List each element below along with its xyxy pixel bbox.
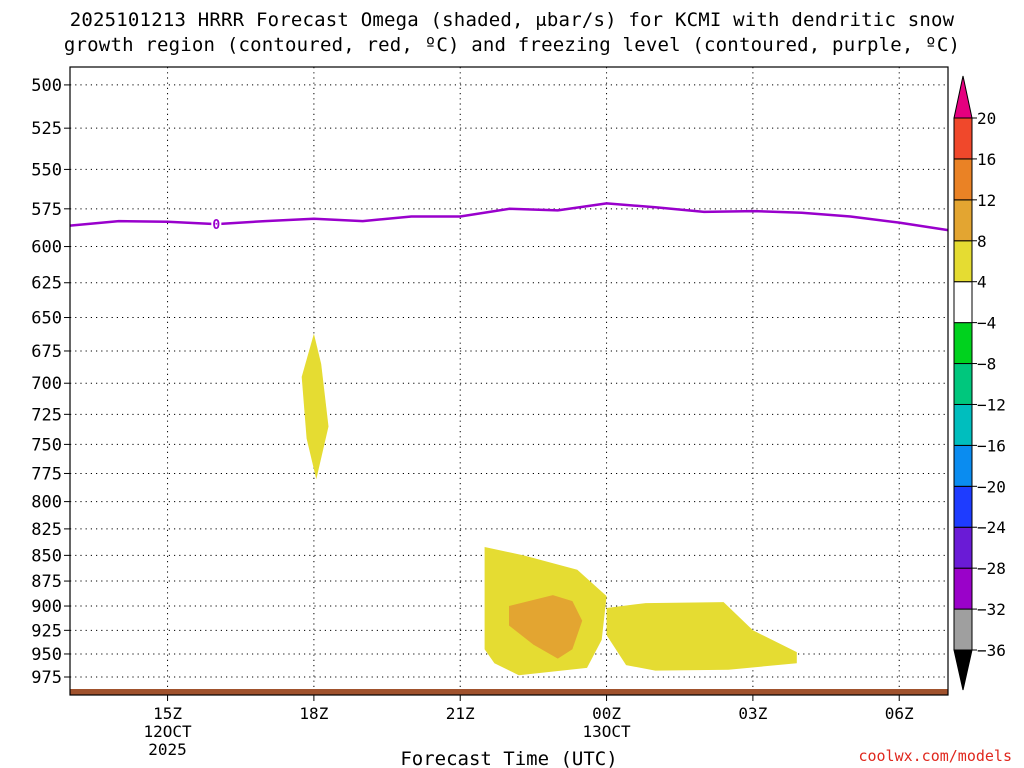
freezing-level-label-bg (211, 217, 222, 232)
y-tick-label-975: 975 (31, 668, 62, 688)
y-tick-label-725: 725 (31, 405, 62, 425)
colorbar-bin-9 (953, 281, 973, 324)
colorbar-label-5: −16 (977, 436, 1006, 455)
colorbar-label-10: 8 (977, 232, 987, 251)
colorbar-label-0: −36 (977, 641, 1006, 660)
x-tick-label-21Z: 21Z (446, 704, 475, 723)
y-tick-label-550: 550 (31, 160, 62, 180)
colorbar-label-1: −32 (977, 600, 1006, 619)
colorbar-bin-2 (953, 567, 973, 610)
freezing-level-contour: 0 (69, 202, 949, 233)
y-tick-label-675: 675 (31, 342, 62, 362)
x-tick-label-03Z: 03Z (738, 704, 767, 723)
credit-text[interactable]: coolwx.com/models (858, 747, 1012, 765)
colorbar-label-4: −20 (977, 477, 1006, 496)
x-tick-date-00Z: 13OCT (582, 722, 631, 741)
chart-title-line-2: growth region (contoured, red, ºC) and f… (63, 34, 961, 56)
colorbar-bin-10 (953, 240, 973, 283)
x-tick-label-06Z: 06Z (885, 704, 914, 723)
y-tick-label-950: 950 (31, 645, 62, 665)
ground-surface (70, 689, 948, 695)
colorbar-label-2: −28 (977, 559, 1006, 578)
colorbar-label-8: −4 (977, 314, 996, 333)
y-tick-label-650: 650 (31, 309, 62, 329)
colorbar-label-12: 16 (977, 150, 996, 169)
colorbar-bin-7 (953, 363, 973, 405)
grid-lines (70, 67, 948, 695)
freezing-level-label: 0 (212, 218, 220, 233)
y-tick-label-850: 850 (31, 546, 62, 566)
colorbar-bin-12 (953, 158, 973, 201)
colorbar-bin-min (953, 649, 973, 691)
plot-frame (69, 66, 949, 696)
colorbar-label-11: 12 (977, 191, 996, 210)
colorbar-bin-8 (953, 322, 973, 365)
colorbar-bin-max (953, 75, 973, 119)
colorbar-bin-6 (953, 403, 973, 446)
colorbar-bin-3 (953, 526, 973, 569)
x-tick-label-15Z: 15Z (153, 704, 182, 723)
x-tick-date-15Z: 12OCT (143, 722, 192, 741)
y-tick-label-600: 600 (31, 238, 62, 258)
omega-8-12 (509, 595, 583, 659)
colorbar-label-9: 4 (977, 273, 987, 292)
x-axis-label: Forecast Time (UTC) (400, 748, 617, 768)
x-tick-label-00Z: 00Z (592, 704, 621, 723)
y-tick-label-700: 700 (31, 374, 62, 394)
freezing-level-line (69, 202, 949, 232)
x-tick-year-15Z: 2025 (148, 740, 187, 759)
y-tick-label-825: 825 (31, 520, 62, 540)
colorbar-label-7: −8 (977, 355, 996, 374)
y-tick-label-875: 875 (31, 572, 62, 592)
omega-shading (70, 333, 948, 695)
x-tick-label-18Z: 18Z (299, 704, 328, 723)
colorbar-bin-1 (953, 608, 973, 651)
omega-4-8-near-01z (606, 602, 797, 671)
y-tick-label-625: 625 (31, 274, 62, 294)
omega-4-8-near-18z (301, 333, 329, 480)
y-tick-label-775: 775 (31, 464, 62, 484)
y-tick-label-800: 800 (31, 493, 62, 513)
axes: 500 525 550 575 600 625 650 675 700 725 750 775 800 8… (31, 76, 914, 759)
colorbar-bin-4 (953, 485, 973, 528)
y-tick-label-575: 575 (31, 200, 62, 220)
colorbar-bin-11 (953, 199, 973, 242)
chart-title-line-1: 2025101213 HRRR Forecast Omega (shaded, … (69, 9, 955, 31)
colorbar-bin-13 (953, 117, 973, 160)
colorbar-label-3: −24 (977, 518, 1006, 537)
y-tick-label-750: 750 (31, 435, 62, 455)
y-tick-label-525: 525 (31, 119, 62, 139)
colorbar-label-13: 20 (977, 109, 996, 128)
omega-colorbar: −36 −32 −28 −24 −20 −16 −12 −8 −4 4 8 12 16 20 (953, 75, 1006, 691)
colorbar-bin-5 (953, 444, 973, 487)
y-tick-label-900: 900 (31, 597, 62, 617)
y-tick-label-500: 500 (31, 76, 62, 96)
y-tick-label-925: 925 (31, 621, 62, 641)
colorbar-label-6: −12 (977, 395, 1006, 414)
